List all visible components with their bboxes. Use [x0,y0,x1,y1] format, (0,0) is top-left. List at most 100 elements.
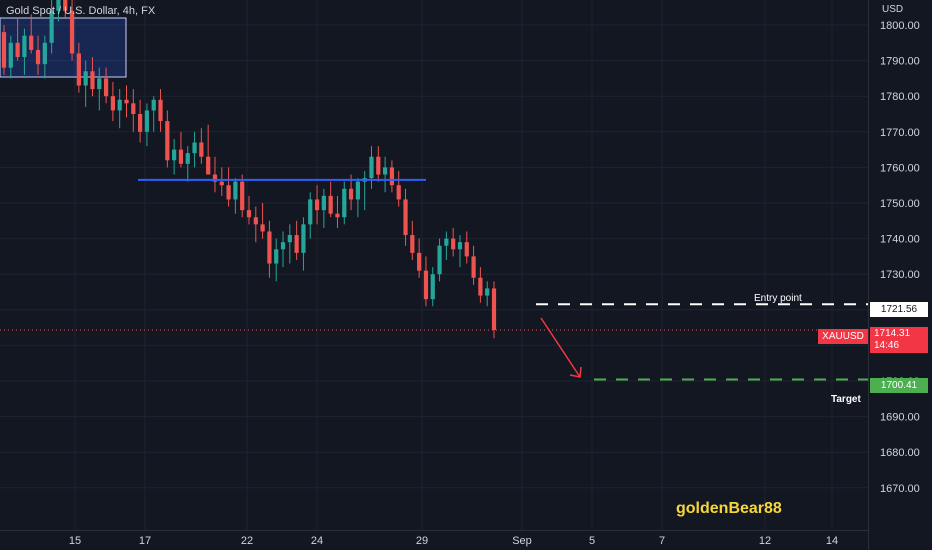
candle-body [328,195,333,214]
candle-body [348,188,354,200]
candle-body [233,181,238,200]
price-axis-divider [868,0,869,550]
down-arrow-head-icon [569,366,582,378]
candle-body [83,71,88,86]
candle-body [253,217,258,225]
candle-body [69,10,75,54]
drawings [0,178,868,381]
entry-point-label: Entry point [754,293,802,304]
candle-body [56,0,61,11]
price-tick-label: 1680.00 [880,447,920,459]
candle-body [314,199,320,211]
candle-body [117,99,122,111]
price-tick-label: 1690.00 [880,412,920,424]
candle-body [192,142,197,154]
candle-body [478,277,483,296]
candle-body [267,231,272,264]
candle-body [97,78,102,90]
candle-body [457,242,463,250]
candle-body [308,199,313,225]
price-tick-label: 1740.00 [880,234,920,246]
candle-body [212,174,218,182]
time-axis-divider [0,530,868,531]
candle-body [287,235,292,243]
candle-body [185,153,190,164]
time-tick-label: 7 [659,535,665,547]
price-tick-label: 1800.00 [880,20,920,32]
price-tick-label: 1730.00 [880,269,920,281]
candle-body [219,181,224,186]
price-tick-label: 1670.00 [880,483,920,495]
price-tick-label: 1760.00 [880,162,920,174]
last-price-value: 1714.31 [874,328,911,339]
candle-body [430,274,435,300]
candle-body [15,42,20,58]
highlight-box [0,17,127,78]
price-tick-label: 1750.00 [880,198,920,210]
candle-body [423,270,429,300]
candle-body [199,142,204,157]
candle-body [226,185,231,200]
candle-body [1,32,7,68]
chart-title: Gold Spot / U.S. Dollar, 4h, FX [6,5,156,17]
candle-body [246,210,252,218]
time-tick-label: 14 [826,535,838,547]
candle-body [396,185,401,200]
price-tick-label: 1770.00 [880,127,920,139]
bar-countdown: 14:46 [874,340,900,351]
candle-body [451,238,456,250]
time-tick-label: 22 [241,535,253,547]
candle-body [389,167,395,186]
price-tick-label: 1790.00 [880,56,920,68]
candle-body [471,256,476,278]
candle-body [165,121,170,161]
candle-body [22,35,27,58]
currency-label[interactable]: USD [882,4,904,15]
candle-body [151,99,156,111]
candle-body [240,181,245,211]
last-price-tag: 1714.31 14:46 [870,327,928,353]
candle-body [90,71,95,90]
candle-body [417,252,422,271]
time-tick-label: 29 [416,535,428,547]
candle-body [42,42,47,65]
candle-body [301,224,306,253]
candle-body [464,242,469,257]
candle-body [131,103,136,114]
candle-body [63,0,68,11]
candle-body [138,114,143,132]
candle-body [444,238,449,246]
candle-body [35,49,41,65]
down-arrow-icon [540,317,581,378]
price-axis[interactable]: 1800.00 1790.00 1780.00 1770.00 1760.00 1750.… [880,20,920,495]
chart-grid [0,0,868,530]
time-tick-label: Sep [512,535,532,547]
candle-body [158,99,163,122]
candle-body [294,235,299,253]
candle-body [376,156,381,175]
candle-body [144,110,150,132]
candle-body [49,10,54,43]
candle-body [260,224,265,232]
candle-body [124,99,129,104]
time-axis[interactable]: 15 17 22 24 29 Sep 5 7 12 14 [69,535,838,547]
time-tick-label: 15 [69,535,81,547]
candle-body [342,188,347,218]
entry-price-tag: 1721.56 [870,302,928,317]
candle-body [76,53,81,86]
candle-body [437,245,442,275]
target-label: Target [831,394,861,405]
time-tick-label: 5 [589,535,595,547]
candle-body [321,195,326,211]
time-tick-label: 17 [139,535,151,547]
candle-body [274,249,279,264]
candle-body [206,156,211,175]
candle-body [355,181,360,200]
symbol-tag: XAUUSD [818,329,868,344]
candle-body [369,156,374,179]
candle-body [485,288,490,296]
candle-body [403,199,408,236]
candle-body [172,149,177,161]
